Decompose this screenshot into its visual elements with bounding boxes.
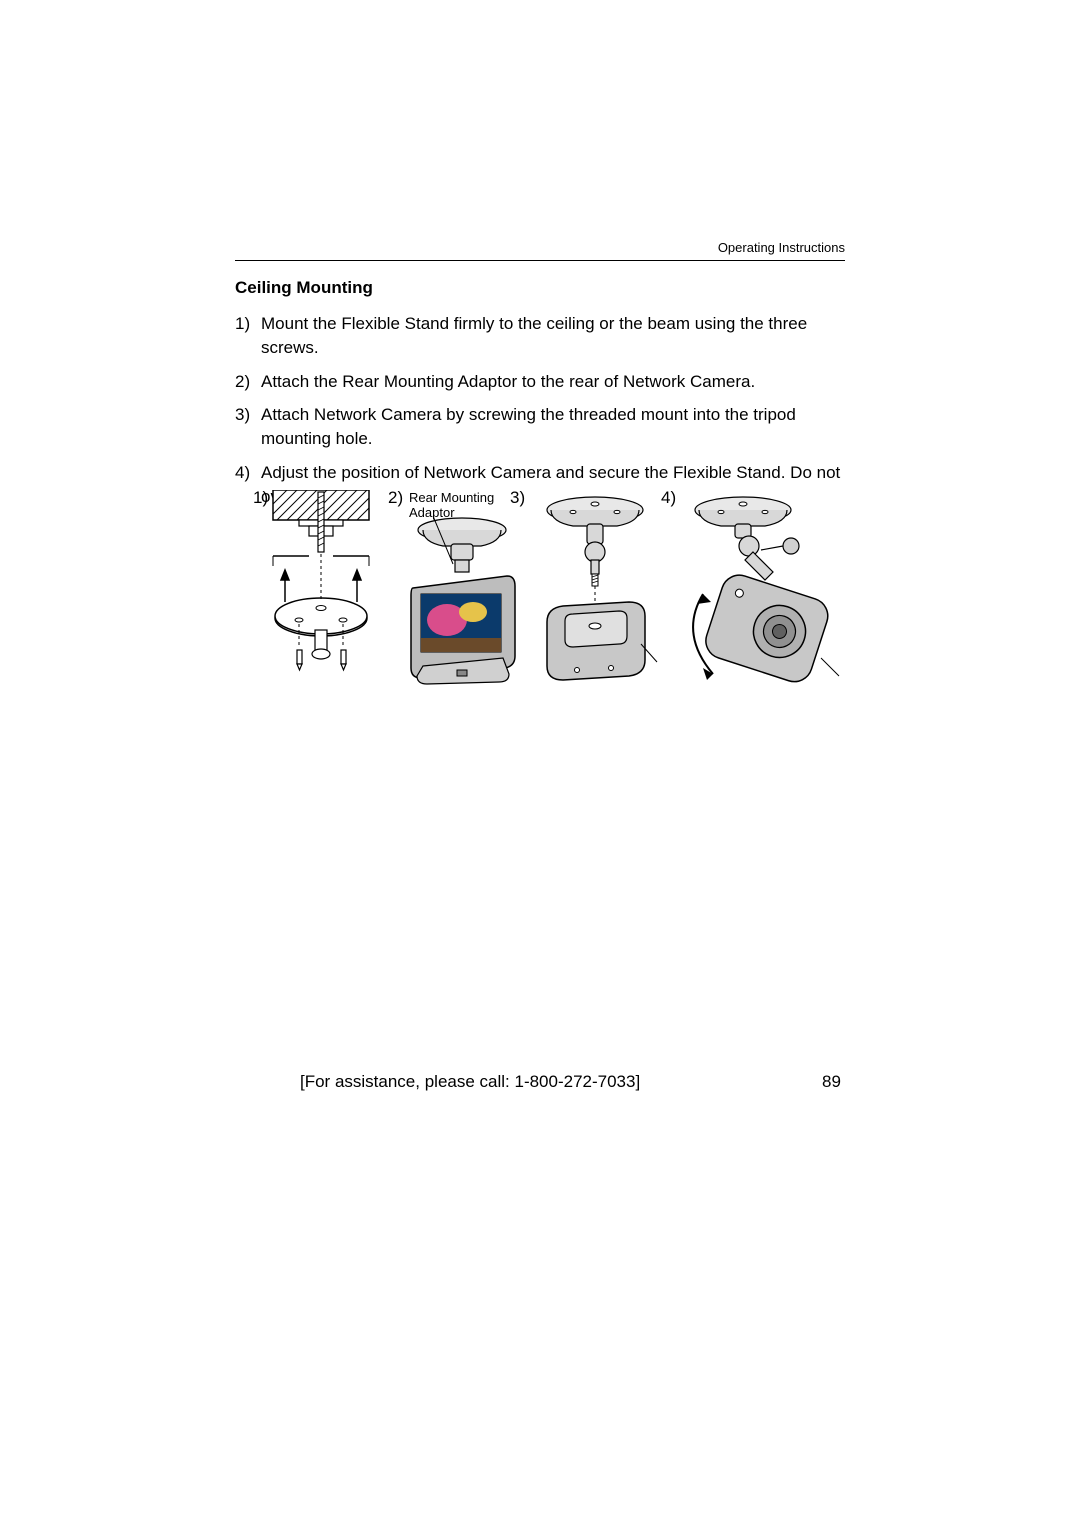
figure-2-illustration (403, 516, 521, 686)
figure-4-illustration (673, 494, 843, 694)
footer-assistance: [For assistance, please call: 1-800-272-… (300, 1072, 840, 1092)
page-number: 89 (822, 1072, 841, 1092)
step-number: 3) (235, 403, 261, 451)
figure-number-3: 3) (510, 488, 525, 508)
step-item: 1) Mount the Flexible Stand firmly to th… (235, 312, 845, 360)
running-header: Operating Instructions (718, 240, 845, 255)
header-rule (235, 260, 845, 261)
page: Operating Instructions Ceiling Mounting … (0, 0, 1080, 1528)
step-item: 3) Attach Network Camera by screwing the… (235, 403, 845, 451)
step-text: Attach the Rear Mounting Adaptor to the … (261, 370, 845, 394)
section-title: Ceiling Mounting (235, 278, 373, 298)
figure-caption-line1: Rear Mounting (409, 490, 494, 506)
figure-area: 1) 2) 3) 4) Rear Mounting Adaptor (253, 486, 845, 706)
figure-number-1: 1) (253, 488, 268, 508)
step-number: 1) (235, 312, 261, 360)
figure-3-illustration (529, 494, 661, 694)
figure-1-illustration (271, 490, 381, 700)
step-text: Mount the Flexible Stand firmly to the c… (261, 312, 845, 360)
step-item: 2) Attach the Rear Mounting Adaptor to t… (235, 370, 845, 394)
figure-number-2: 2) (388, 488, 403, 508)
step-number: 2) (235, 370, 261, 394)
step-text: Attach Network Camera by screwing the th… (261, 403, 845, 451)
